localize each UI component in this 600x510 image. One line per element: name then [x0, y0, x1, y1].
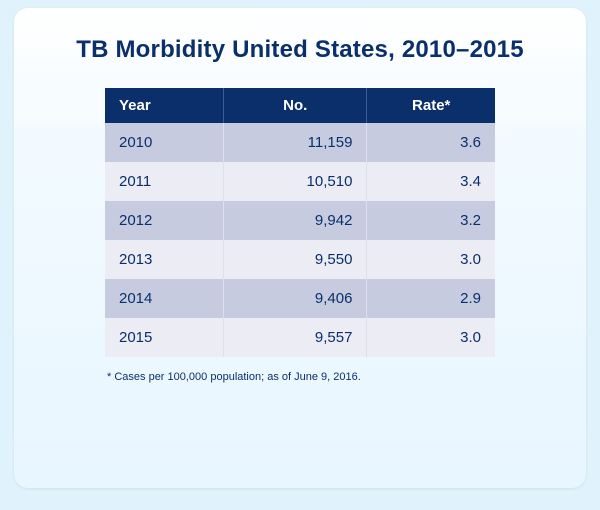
cell-year: 2012: [105, 201, 224, 240]
cell-rate: 3.0: [367, 318, 495, 357]
table-header-row: Year No. Rate*: [105, 88, 495, 123]
cell-number: 9,550: [224, 240, 367, 279]
table-row: 2010 11,159 3.6: [105, 123, 495, 162]
table-wrapper: Year No. Rate* 2010 11,159 3.6 2011 10,5…: [105, 88, 495, 357]
footnote: * Cases per 100,000 population; as of Ju…: [105, 371, 495, 383]
content-panel: TB Morbidity United States, 2010–2015 Ye…: [14, 8, 586, 488]
cell-year: 2014: [105, 279, 224, 318]
col-year: Year: [105, 88, 224, 123]
table-row: 2011 10,510 3.4: [105, 162, 495, 201]
cell-year: 2015: [105, 318, 224, 357]
morbidity-table: Year No. Rate* 2010 11,159 3.6 2011 10,5…: [105, 88, 495, 357]
cell-number: 11,159: [224, 123, 367, 162]
table-row: 2013 9,550 3.0: [105, 240, 495, 279]
table-row: 2012 9,942 3.2: [105, 201, 495, 240]
page-title: TB Morbidity United States, 2010–2015: [48, 36, 552, 64]
table-row: 2015 9,557 3.0: [105, 318, 495, 357]
cell-rate: 3.6: [367, 123, 495, 162]
cell-number: 9,406: [224, 279, 367, 318]
cell-number: 10,510: [224, 162, 367, 201]
cell-rate: 2.9: [367, 279, 495, 318]
col-rate: Rate*: [367, 88, 495, 123]
col-number: No.: [224, 88, 367, 123]
cell-number: 9,557: [224, 318, 367, 357]
cell-rate: 3.0: [367, 240, 495, 279]
cell-rate: 3.4: [367, 162, 495, 201]
cell-year: 2013: [105, 240, 224, 279]
cell-year: 2010: [105, 123, 224, 162]
cell-year: 2011: [105, 162, 224, 201]
cell-number: 9,942: [224, 201, 367, 240]
cell-rate: 3.2: [367, 201, 495, 240]
table-row: 2014 9,406 2.9: [105, 279, 495, 318]
